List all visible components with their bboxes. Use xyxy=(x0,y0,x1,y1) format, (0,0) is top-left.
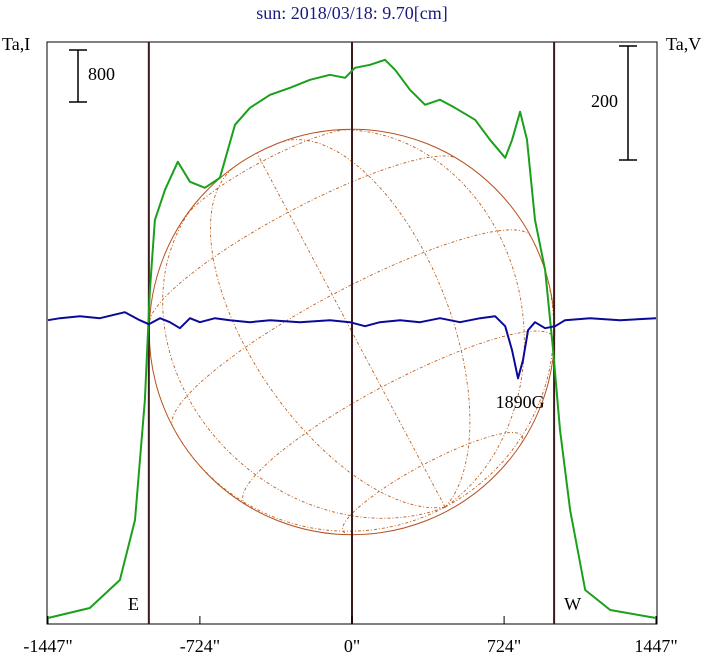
x-tick-label: 724" xyxy=(487,636,521,656)
x-tick-label: -724" xyxy=(180,636,220,656)
disk-grid xyxy=(172,426,446,532)
scale-bar-label: 200 xyxy=(591,91,618,111)
chart-title: sun: 2018/03/18: 9.70[cm] xyxy=(256,3,448,23)
scale-bar xyxy=(69,49,87,103)
disk-grid xyxy=(162,197,446,519)
x-tick-label: 1447" xyxy=(634,636,677,656)
annotation: E xyxy=(128,594,139,614)
y2-axis-label: Ta,V xyxy=(666,34,701,54)
disk-grid xyxy=(342,432,524,536)
disk-grid xyxy=(280,139,471,508)
disk-grid xyxy=(171,229,532,428)
x-tick-label: -1447" xyxy=(23,636,72,656)
disk-grid xyxy=(149,155,457,321)
disk-grid xyxy=(444,236,555,508)
y-axis-label: Ta,I xyxy=(2,34,30,54)
disk-grid xyxy=(325,129,525,508)
scale-bar-label: 800 xyxy=(88,64,115,84)
data-line xyxy=(47,311,657,380)
annotation: 1890G xyxy=(496,392,545,412)
scale-bar xyxy=(619,45,637,161)
disk-grid xyxy=(210,166,446,509)
data-line xyxy=(47,58,657,619)
disk-grid xyxy=(242,330,555,506)
disk-grid xyxy=(256,152,446,508)
x-tick-label: 0" xyxy=(344,636,360,656)
annotation: W xyxy=(564,594,581,614)
disk-grid xyxy=(185,128,350,217)
